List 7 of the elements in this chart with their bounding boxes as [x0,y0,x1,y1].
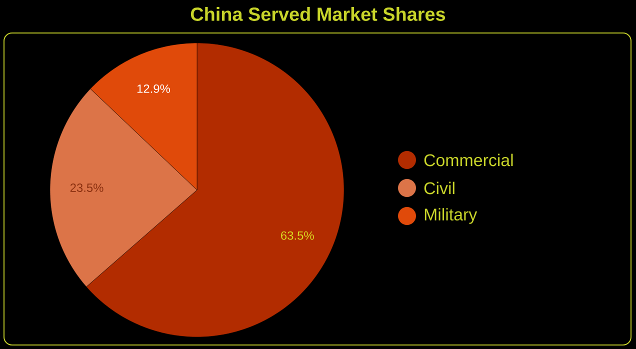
chart-title: China Served Market Shares [190,7,446,21]
data-label: 63.5% [281,231,314,240]
data-label: 12.9% [137,84,170,93]
legend-label: Commercial [424,154,513,166]
data-label: 23.5% [70,184,104,192]
legend-label: Civil [424,182,454,194]
legend-label: Military [424,208,478,224]
